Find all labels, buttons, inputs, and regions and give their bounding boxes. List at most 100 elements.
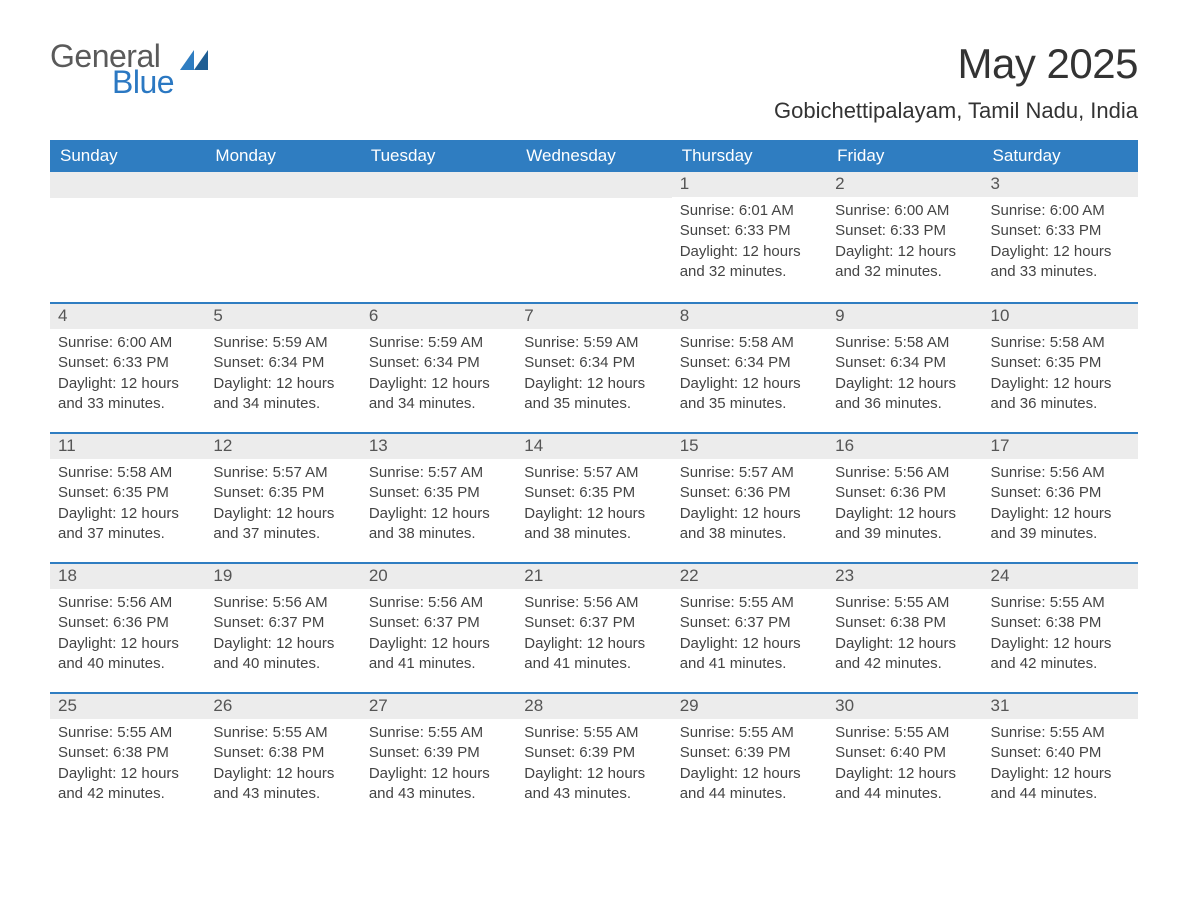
- sunrise-line: Sunrise: 5:56 AM: [524, 593, 663, 613]
- sunset-line: Sunset: 6:34 PM: [369, 353, 508, 373]
- daylight-line: Daylight: 12 hours and 42 minutes.: [58, 764, 197, 805]
- daylight-line: Daylight: 12 hours and 38 minutes.: [524, 504, 663, 545]
- sunrise-line: Sunrise: 5:55 AM: [680, 593, 819, 613]
- calendar-day-cell: 12Sunrise: 5:57 AMSunset: 6:35 PMDayligh…: [205, 432, 360, 562]
- daylight-line: Daylight: 12 hours and 39 minutes.: [835, 504, 974, 545]
- day-number: 18: [50, 562, 205, 589]
- daylight-line: Daylight: 12 hours and 40 minutes.: [213, 634, 352, 675]
- sunset-line: Sunset: 6:33 PM: [58, 353, 197, 373]
- sunset-line: Sunset: 6:33 PM: [991, 221, 1130, 241]
- day-details: Sunrise: 5:58 AMSunset: 6:35 PMDaylight:…: [983, 329, 1138, 422]
- day-number: 8: [672, 302, 827, 329]
- sunset-line: Sunset: 6:33 PM: [680, 221, 819, 241]
- day-details: Sunrise: 5:56 AMSunset: 6:37 PMDaylight:…: [205, 589, 360, 682]
- day-details: Sunrise: 6:01 AMSunset: 6:33 PMDaylight:…: [672, 197, 827, 290]
- calendar-day-cell: 2Sunrise: 6:00 AMSunset: 6:33 PMDaylight…: [827, 172, 982, 302]
- sunset-line: Sunset: 6:37 PM: [369, 613, 508, 633]
- sunset-line: Sunset: 6:38 PM: [58, 743, 197, 763]
- calendar-day-cell: 24Sunrise: 5:55 AMSunset: 6:38 PMDayligh…: [983, 562, 1138, 692]
- day-number: 5: [205, 302, 360, 329]
- sunset-line: Sunset: 6:38 PM: [835, 613, 974, 633]
- calendar-day-cell: 13Sunrise: 5:57 AMSunset: 6:35 PMDayligh…: [361, 432, 516, 562]
- day-number: 26: [205, 692, 360, 719]
- day-number: 15: [672, 432, 827, 459]
- calendar-week-row: 18Sunrise: 5:56 AMSunset: 6:36 PMDayligh…: [50, 562, 1138, 692]
- weekday-header: Friday: [827, 140, 982, 172]
- sunset-line: Sunset: 6:40 PM: [835, 743, 974, 763]
- brand-text-blue: Blue: [112, 66, 174, 98]
- sunset-line: Sunset: 6:34 PM: [835, 353, 974, 373]
- day-details: Sunrise: 5:56 AMSunset: 6:37 PMDaylight:…: [361, 589, 516, 682]
- sunrise-line: Sunrise: 5:58 AM: [835, 333, 974, 353]
- day-details: Sunrise: 5:59 AMSunset: 6:34 PMDaylight:…: [516, 329, 671, 422]
- daylight-line: Daylight: 12 hours and 38 minutes.: [369, 504, 508, 545]
- calendar-day-cell: 28Sunrise: 5:55 AMSunset: 6:39 PMDayligh…: [516, 692, 671, 822]
- sunrise-line: Sunrise: 5:55 AM: [680, 723, 819, 743]
- daylight-line: Daylight: 12 hours and 42 minutes.: [991, 634, 1130, 675]
- daylight-line: Daylight: 12 hours and 34 minutes.: [213, 374, 352, 415]
- daylight-line: Daylight: 12 hours and 33 minutes.: [991, 242, 1130, 283]
- day-details: Sunrise: 5:59 AMSunset: 6:34 PMDaylight:…: [361, 329, 516, 422]
- daylight-line: Daylight: 12 hours and 32 minutes.: [835, 242, 974, 283]
- sunrise-line: Sunrise: 5:55 AM: [369, 723, 508, 743]
- day-number: 4: [50, 302, 205, 329]
- sunrise-line: Sunrise: 5:57 AM: [680, 463, 819, 483]
- daylight-line: Daylight: 12 hours and 33 minutes.: [58, 374, 197, 415]
- sunset-line: Sunset: 6:36 PM: [835, 483, 974, 503]
- sunrise-line: Sunrise: 6:00 AM: [835, 201, 974, 221]
- daylight-line: Daylight: 12 hours and 36 minutes.: [835, 374, 974, 415]
- day-number: 12: [205, 432, 360, 459]
- calendar-day-cell: 8Sunrise: 5:58 AMSunset: 6:34 PMDaylight…: [672, 302, 827, 432]
- day-details: Sunrise: 5:56 AMSunset: 6:37 PMDaylight:…: [516, 589, 671, 682]
- day-details: Sunrise: 5:57 AMSunset: 6:36 PMDaylight:…: [672, 459, 827, 552]
- daylight-line: Daylight: 12 hours and 32 minutes.: [680, 242, 819, 283]
- sunrise-line: Sunrise: 5:56 AM: [58, 593, 197, 613]
- daylight-line: Daylight: 12 hours and 44 minutes.: [835, 764, 974, 805]
- day-details: Sunrise: 6:00 AMSunset: 6:33 PMDaylight:…: [827, 197, 982, 290]
- calendar-day-cell: [50, 172, 205, 302]
- calendar-day-cell: [361, 172, 516, 302]
- calendar-day-cell: 27Sunrise: 5:55 AMSunset: 6:39 PMDayligh…: [361, 692, 516, 822]
- daylight-line: Daylight: 12 hours and 34 minutes.: [369, 374, 508, 415]
- day-details: Sunrise: 5:55 AMSunset: 6:39 PMDaylight:…: [516, 719, 671, 812]
- calendar-week-row: 11Sunrise: 5:58 AMSunset: 6:35 PMDayligh…: [50, 432, 1138, 562]
- sunset-line: Sunset: 6:37 PM: [524, 613, 663, 633]
- day-details: Sunrise: 5:57 AMSunset: 6:35 PMDaylight:…: [516, 459, 671, 552]
- sunset-line: Sunset: 6:38 PM: [991, 613, 1130, 633]
- sunrise-line: Sunrise: 5:56 AM: [369, 593, 508, 613]
- daylight-line: Daylight: 12 hours and 43 minutes.: [213, 764, 352, 805]
- sunrise-line: Sunrise: 6:00 AM: [58, 333, 197, 353]
- weekday-header: Saturday: [983, 140, 1138, 172]
- sunset-line: Sunset: 6:35 PM: [369, 483, 508, 503]
- sunrise-line: Sunrise: 5:55 AM: [835, 593, 974, 613]
- sunrise-line: Sunrise: 5:57 AM: [369, 463, 508, 483]
- brand-logo: General Blue: [50, 40, 214, 98]
- calendar-day-cell: 5Sunrise: 5:59 AMSunset: 6:34 PMDaylight…: [205, 302, 360, 432]
- calendar-day-cell: 26Sunrise: 5:55 AMSunset: 6:38 PMDayligh…: [205, 692, 360, 822]
- day-details: Sunrise: 6:00 AMSunset: 6:33 PMDaylight:…: [983, 197, 1138, 290]
- calendar-week-row: 25Sunrise: 5:55 AMSunset: 6:38 PMDayligh…: [50, 692, 1138, 822]
- calendar-day-cell: 9Sunrise: 5:58 AMSunset: 6:34 PMDaylight…: [827, 302, 982, 432]
- day-number: 11: [50, 432, 205, 459]
- sunset-line: Sunset: 6:37 PM: [213, 613, 352, 633]
- sunset-line: Sunset: 6:35 PM: [213, 483, 352, 503]
- sunrise-line: Sunrise: 5:55 AM: [524, 723, 663, 743]
- calendar-week-row: 4Sunrise: 6:00 AMSunset: 6:33 PMDaylight…: [50, 302, 1138, 432]
- calendar-day-cell: 16Sunrise: 5:56 AMSunset: 6:36 PMDayligh…: [827, 432, 982, 562]
- calendar-day-cell: 19Sunrise: 5:56 AMSunset: 6:37 PMDayligh…: [205, 562, 360, 692]
- sunrise-line: Sunrise: 6:00 AM: [991, 201, 1130, 221]
- sunrise-line: Sunrise: 5:59 AM: [369, 333, 508, 353]
- day-details: Sunrise: 5:57 AMSunset: 6:35 PMDaylight:…: [205, 459, 360, 552]
- sunrise-line: Sunrise: 5:58 AM: [991, 333, 1130, 353]
- calendar-day-cell: 25Sunrise: 5:55 AMSunset: 6:38 PMDayligh…: [50, 692, 205, 822]
- day-number: 1: [672, 172, 827, 197]
- day-details: Sunrise: 5:58 AMSunset: 6:34 PMDaylight:…: [827, 329, 982, 422]
- day-details: Sunrise: 5:58 AMSunset: 6:35 PMDaylight:…: [50, 459, 205, 552]
- sunset-line: Sunset: 6:36 PM: [991, 483, 1130, 503]
- sunset-line: Sunset: 6:35 PM: [58, 483, 197, 503]
- calendar-week-row: 1Sunrise: 6:01 AMSunset: 6:33 PMDaylight…: [50, 172, 1138, 302]
- calendar-day-cell: 1Sunrise: 6:01 AMSunset: 6:33 PMDaylight…: [672, 172, 827, 302]
- sunrise-line: Sunrise: 6:01 AM: [680, 201, 819, 221]
- day-details: Sunrise: 5:55 AMSunset: 6:37 PMDaylight:…: [672, 589, 827, 682]
- sunset-line: Sunset: 6:35 PM: [991, 353, 1130, 373]
